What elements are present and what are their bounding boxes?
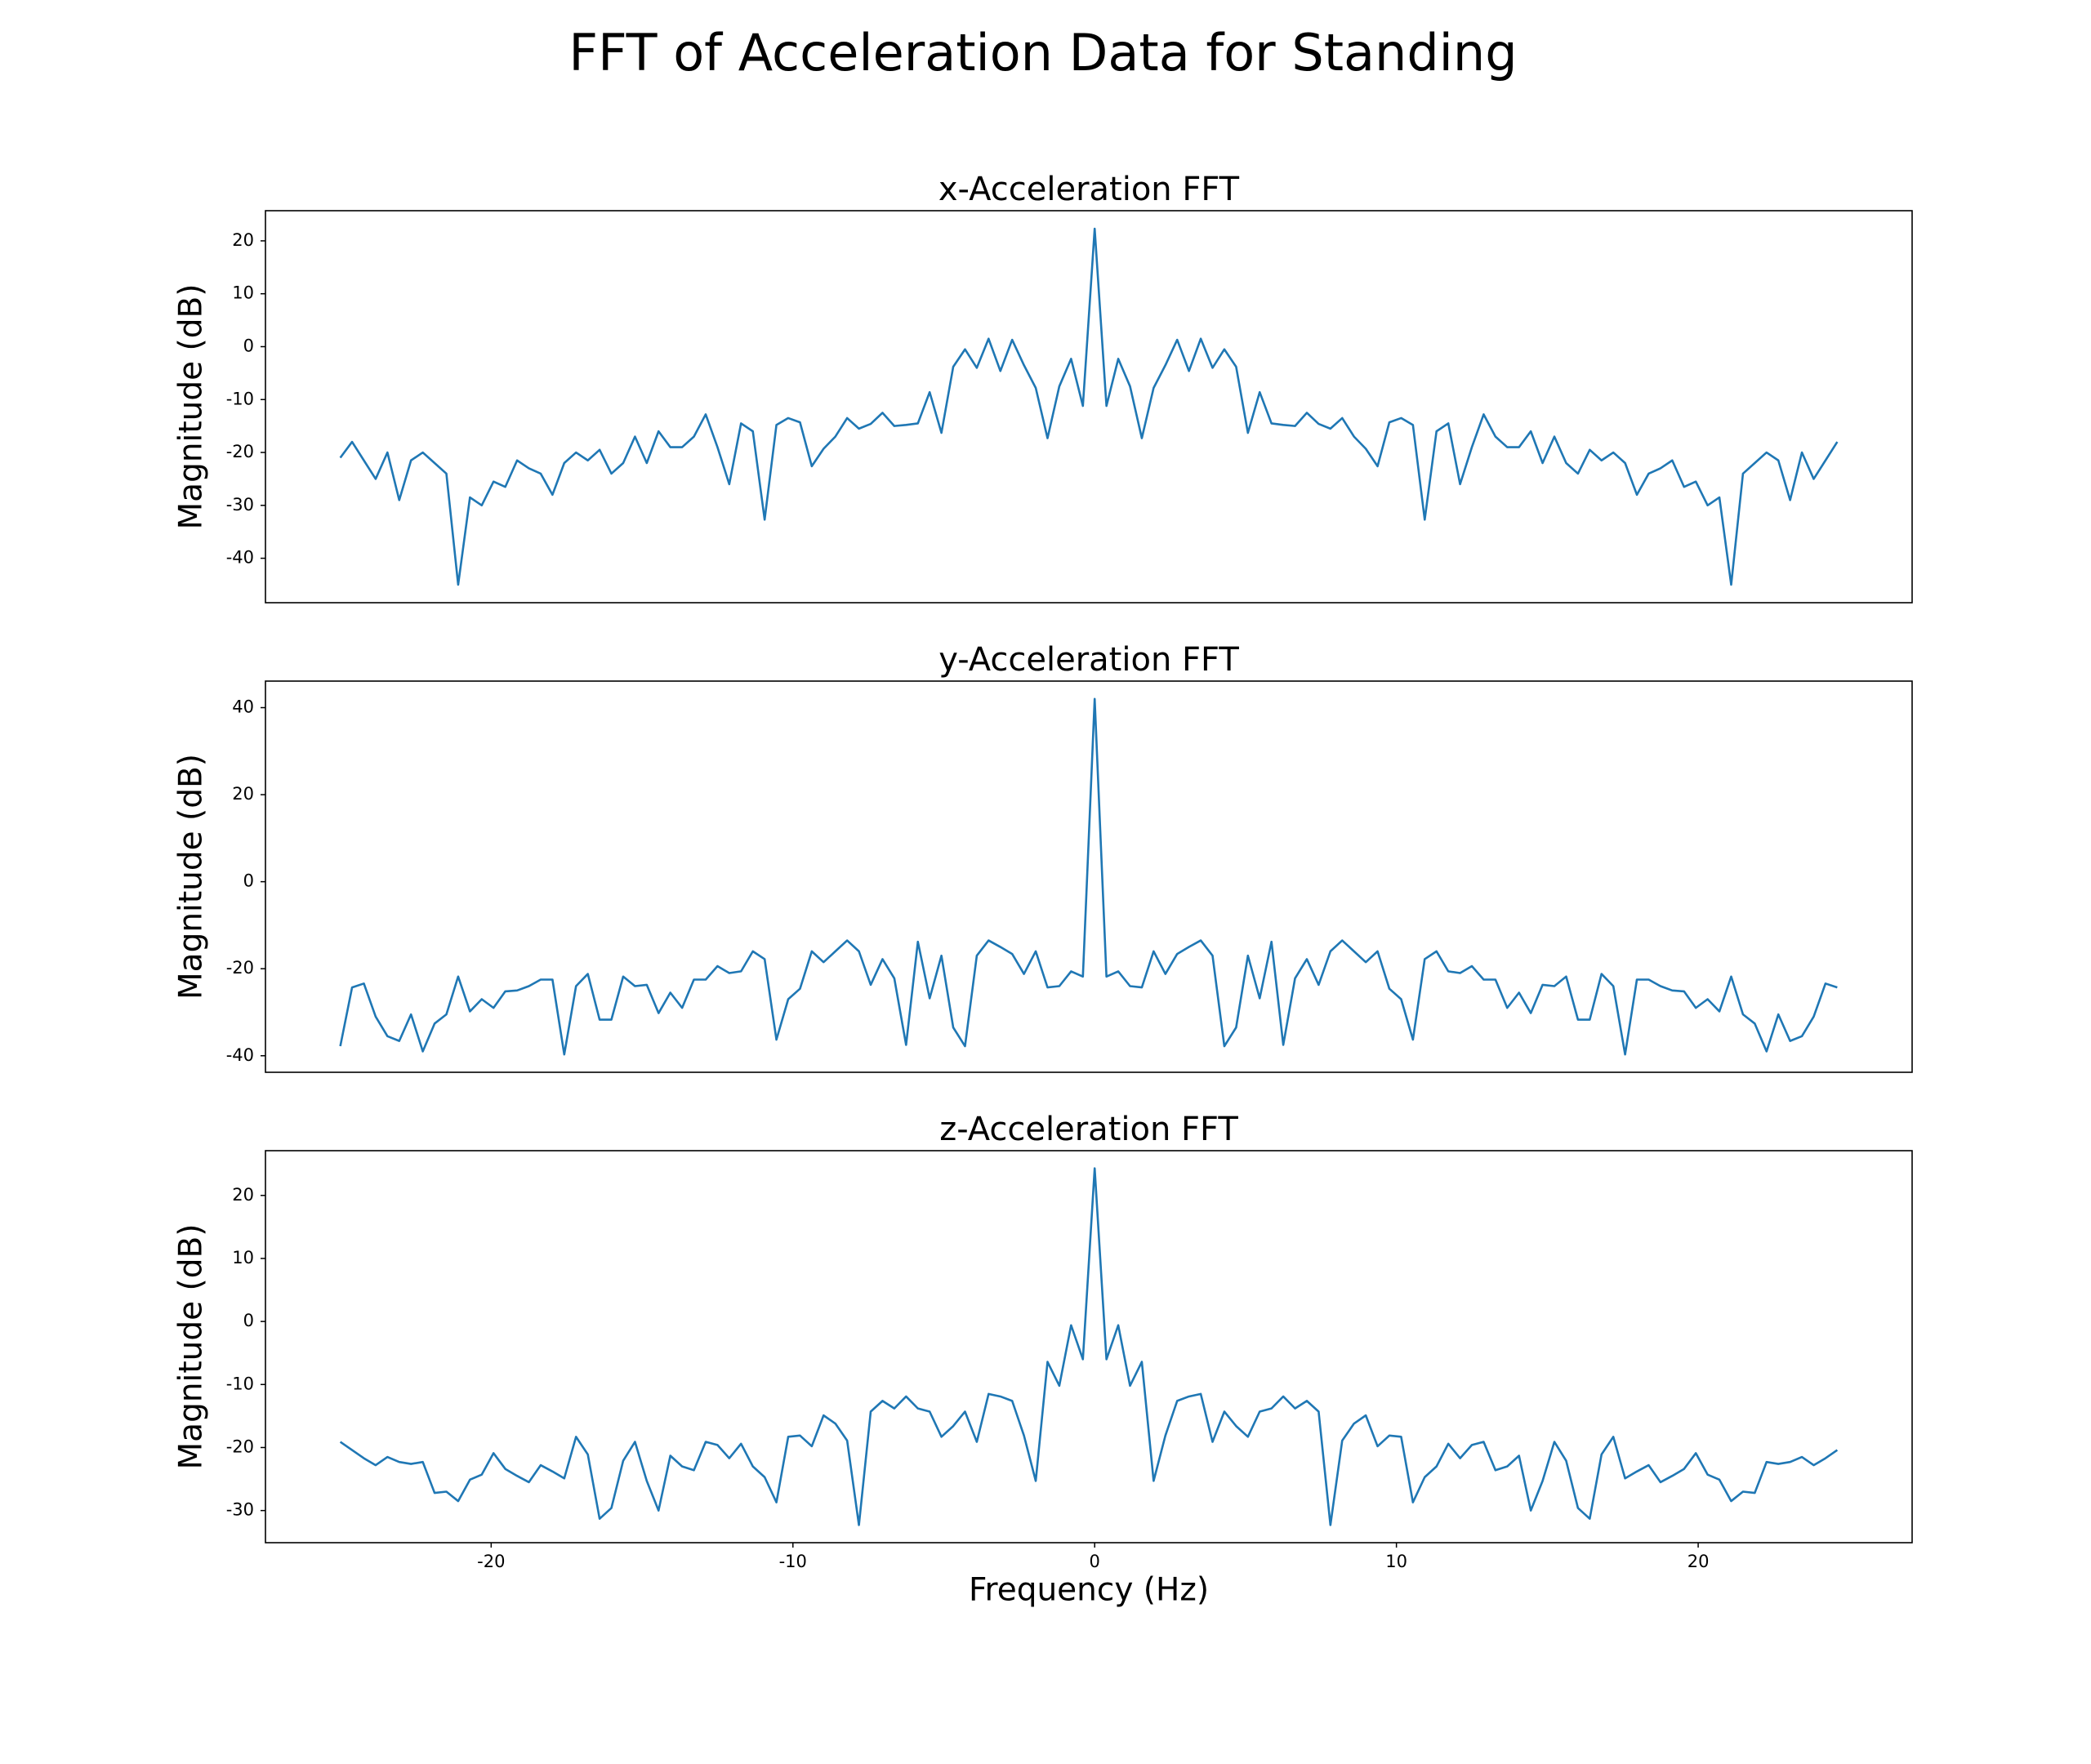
y-tick-label: 0: [243, 336, 254, 355]
subplot-title: y-Acceleration FFT: [938, 641, 1239, 679]
data-line: [339, 697, 1838, 1056]
y-tick-label: -30: [226, 1500, 254, 1520]
y-tick-label: 0: [243, 1311, 254, 1330]
x-axis-label: Frequency (Hz): [969, 1572, 1209, 1609]
subplot: x-Acceleration FFT Magnitude (dB) -40 -30 -2…: [173, 171, 1913, 604]
y-tick-label: -30: [226, 495, 254, 514]
x-tick-label: 0: [1090, 1552, 1100, 1571]
data-line: [339, 1167, 1839, 1526]
plot-frame: [265, 210, 1913, 604]
y-tick-label: -10: [226, 1374, 254, 1393]
y-axis-label: Magnitude (dB): [173, 1224, 210, 1470]
y-tick-label: 20: [232, 1185, 254, 1205]
y-axis-label: Magnitude (dB): [173, 284, 210, 530]
y-tick-label: 10: [232, 283, 254, 303]
y-tick-label: 20: [232, 230, 254, 250]
x-tick-label: -20: [477, 1552, 505, 1571]
y-axis-label: Magnitude (dB): [173, 754, 210, 1000]
plot-area: [265, 681, 1912, 1072]
plot-frame: [265, 680, 1913, 1073]
y-tick-label: -20: [226, 442, 254, 461]
x-tick-label: 20: [1688, 1552, 1710, 1571]
subplot: y-Acceleration FFT Magnitude (dB) -40 -20 0 2…: [173, 641, 1913, 1073]
y-tick-label: -40: [226, 1045, 254, 1065]
y-tick-label: -40: [226, 548, 254, 568]
y-tick-label: -20: [226, 1437, 254, 1456]
plot-area: [265, 1151, 1912, 1543]
y-tick-label: 40: [232, 697, 254, 717]
y-tick-label: 0: [243, 871, 254, 891]
subplot: z-Acceleration FFT Magnitude (dB) -30 -20 -1…: [173, 1111, 1913, 1609]
y-tick-label: -10: [226, 389, 254, 408]
x-tick-label: 10: [1385, 1552, 1407, 1571]
plot-frame: [265, 1150, 1913, 1544]
data-line: [339, 227, 1839, 586]
x-tick-label: -10: [779, 1552, 807, 1571]
y-tick-label: 20: [232, 784, 254, 804]
subplot-title: z-Acceleration FFT: [939, 1111, 1238, 1148]
figure-title: FFT of Acceleration Data for Standing: [568, 23, 1517, 82]
subplot-title: x-Acceleration FFT: [938, 171, 1240, 208]
y-tick-label: 10: [232, 1248, 254, 1267]
plot-area: [265, 211, 1912, 603]
y-tick-label: -20: [226, 958, 254, 978]
